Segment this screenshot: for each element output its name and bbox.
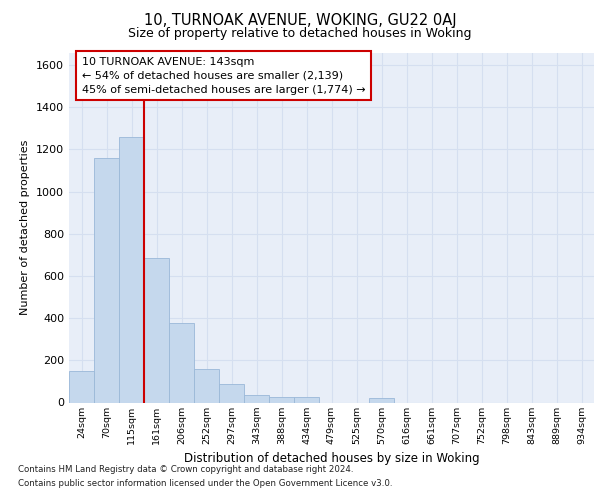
Bar xyxy=(194,369,219,402)
Bar xyxy=(244,395,269,402)
Bar xyxy=(119,137,144,402)
Bar xyxy=(144,258,169,402)
Bar xyxy=(269,397,294,402)
Text: Contains HM Land Registry data © Crown copyright and database right 2024.: Contains HM Land Registry data © Crown c… xyxy=(18,466,353,474)
Text: Contains public sector information licensed under the Open Government Licence v3: Contains public sector information licen… xyxy=(18,479,392,488)
Text: 10 TURNOAK AVENUE: 143sqm
← 54% of detached houses are smaller (2,139)
45% of se: 10 TURNOAK AVENUE: 143sqm ← 54% of detac… xyxy=(82,56,365,94)
Bar xyxy=(219,384,244,402)
Y-axis label: Number of detached properties: Number of detached properties xyxy=(20,140,31,315)
Bar xyxy=(369,398,394,402)
Bar xyxy=(169,324,194,402)
Bar xyxy=(294,397,319,402)
Bar xyxy=(94,158,119,402)
Text: Size of property relative to detached houses in Woking: Size of property relative to detached ho… xyxy=(128,28,472,40)
Bar xyxy=(69,371,94,402)
X-axis label: Distribution of detached houses by size in Woking: Distribution of detached houses by size … xyxy=(184,452,479,465)
Text: 10, TURNOAK AVENUE, WOKING, GU22 0AJ: 10, TURNOAK AVENUE, WOKING, GU22 0AJ xyxy=(143,12,457,28)
